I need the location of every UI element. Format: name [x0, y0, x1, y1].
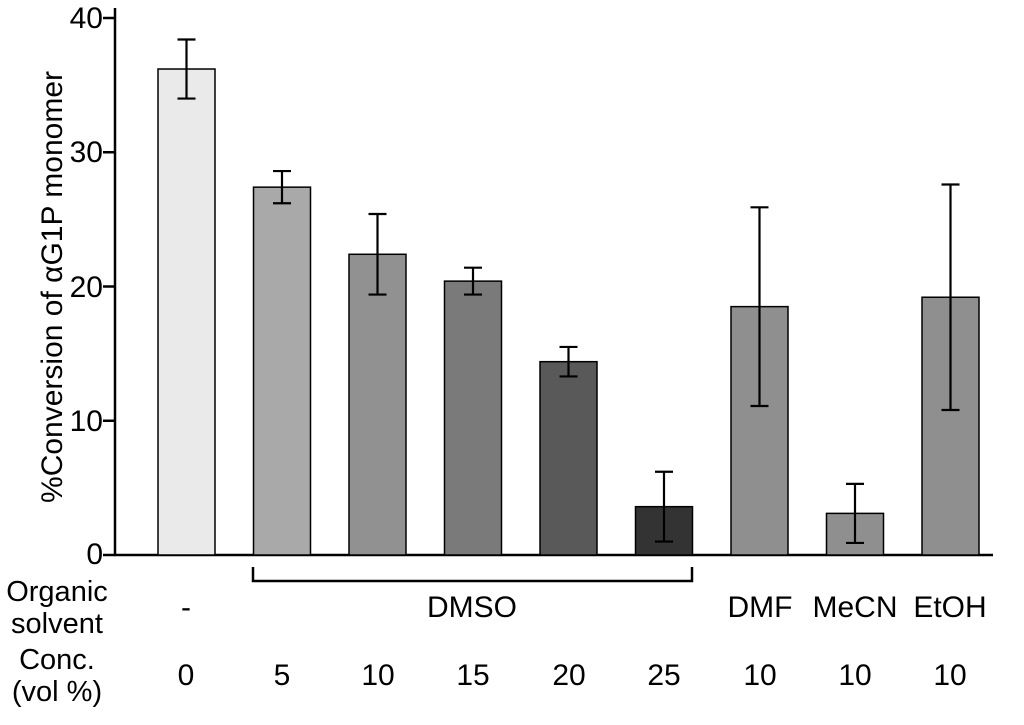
y-tick-label-0: 0: [86, 538, 103, 571]
solvent-label-dmf: DMF: [728, 591, 793, 624]
solvent-row-label-line1: Organic: [6, 576, 108, 608]
conc-value-5: 25: [647, 659, 680, 692]
y-axis-title: %Conversion of αG1P monomer: [36, 71, 69, 503]
y-tick-label-10: 10: [70, 405, 103, 438]
dmso-group-bracket: [251, 567, 694, 583]
bar-dmso-5: [252, 186, 312, 556]
conc-value-0: 0: [178, 659, 195, 692]
solvent-label-none: -: [181, 591, 191, 624]
y-tick-label-30: 30: [70, 136, 103, 169]
conc-value-2: 10: [361, 659, 394, 692]
y-tick-label-40: 40: [70, 2, 103, 35]
conc-row-label-line2: (vol %): [12, 676, 102, 708]
bar-dmso-20: [539, 360, 598, 556]
conc-value-7: 10: [838, 659, 871, 692]
conc-value-1: 5: [274, 659, 291, 692]
solvent-label-dmso: DMSO: [427, 591, 517, 624]
conc-value-3: 15: [456, 659, 489, 692]
conc-value-6: 10: [743, 659, 776, 692]
solvent-row-label-line2: solvent: [11, 608, 103, 640]
solvent-label-mecn: MeCN: [812, 591, 897, 624]
y-tick-label-20: 20: [70, 271, 103, 304]
bar-none-0: [157, 68, 216, 556]
conc-value-4: 20: [552, 659, 585, 692]
solvent-label-etoh: EtOH: [913, 591, 986, 624]
conc-value-8: 10: [933, 659, 966, 692]
plot-area: [103, 8, 993, 557]
bar-dmso-10: [348, 253, 407, 556]
conc-row-label-line1: Conc.: [19, 644, 95, 676]
bar-dmso-15: [443, 280, 503, 556]
